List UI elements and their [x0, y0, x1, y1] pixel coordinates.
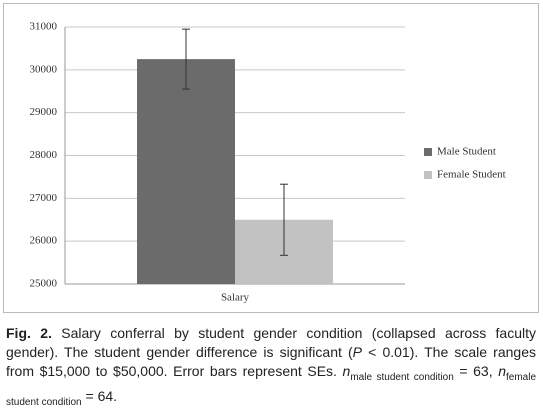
caption-text: n [342, 363, 351, 379]
y-tick-label: 28000 [30, 149, 58, 161]
caption-text: Fig. 2. [6, 325, 52, 341]
caption-text: Salary conferral by student gender condi… [6, 325, 536, 360]
legend-swatch [424, 171, 432, 179]
legend-label: Male Student [437, 146, 496, 158]
error-bar [182, 28, 190, 90]
caption-text: n [498, 363, 506, 379]
y-tick-label: 25000 [30, 278, 58, 290]
y-tick-label: 27000 [30, 192, 58, 204]
y-tick-label: 26000 [30, 235, 58, 247]
legend-label: Female Student [437, 169, 506, 181]
caption-text: = 63, [453, 363, 499, 379]
y-tick-label: 30000 [30, 63, 58, 75]
x-tick-label: Salary [221, 292, 250, 304]
caption-text: P [352, 344, 363, 360]
chart-border [3, 3, 539, 313]
legend-swatch [424, 148, 432, 156]
caption-text: female student condition [6, 371, 537, 408]
y-tick-label: 29000 [30, 106, 58, 118]
caption-text: male student condition [350, 371, 454, 383]
y-tick-label: 31000 [30, 21, 58, 33]
caption-text: < 0.01). The scale ranges from $15,000 t… [6, 344, 536, 379]
caption: Fig. 2. Salary conferral by student gend… [6, 324, 536, 412]
chart: 25000 26000 27000 28000 29000 30000 31000 Salar… [3, 3, 539, 313]
caption-text: = 64. [81, 387, 118, 404]
bar [137, 59, 235, 284]
error-bar [280, 183, 288, 256]
